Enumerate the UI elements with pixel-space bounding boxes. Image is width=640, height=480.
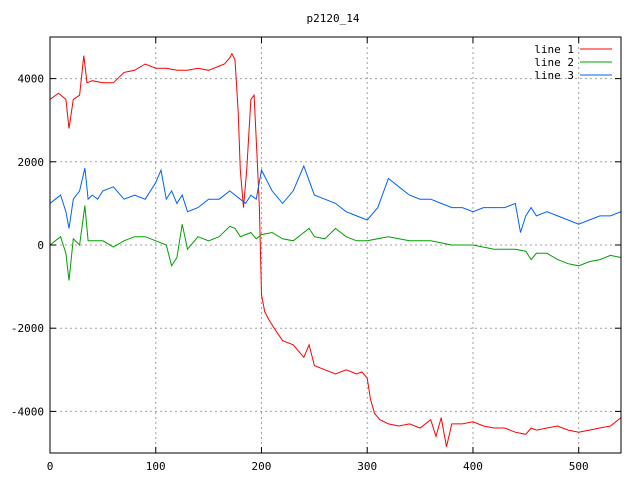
x-tick-label: 200 xyxy=(252,460,272,473)
y-tick-label: 0 xyxy=(37,239,44,252)
legend-label-1: line 1 xyxy=(534,43,574,56)
y-tick-label: 4000 xyxy=(18,73,45,86)
x-tick-label: 500 xyxy=(569,460,589,473)
x-tick-label: 100 xyxy=(146,460,166,473)
x-tick-label: 400 xyxy=(463,460,483,473)
series-line-2 xyxy=(50,205,621,281)
legend-label-2: line 2 xyxy=(534,56,574,69)
y-tick-label: -2000 xyxy=(11,322,44,335)
series-group xyxy=(50,52,621,447)
ticks: 0 100 200 300 400 500 -4000 -2000 0 2000 4000 xyxy=(11,37,621,473)
chart-title: p2120_14 xyxy=(307,12,360,25)
grid xyxy=(50,37,621,453)
y-tick-label: -4000 xyxy=(11,405,44,418)
series-line-1 xyxy=(50,52,621,447)
x-tick-label: 300 xyxy=(357,460,377,473)
series-line-3 xyxy=(50,164,621,233)
x-tick-label: 0 xyxy=(47,460,54,473)
y-tick-label: 2000 xyxy=(18,156,45,169)
legend-label-3: line 3 xyxy=(534,69,574,82)
